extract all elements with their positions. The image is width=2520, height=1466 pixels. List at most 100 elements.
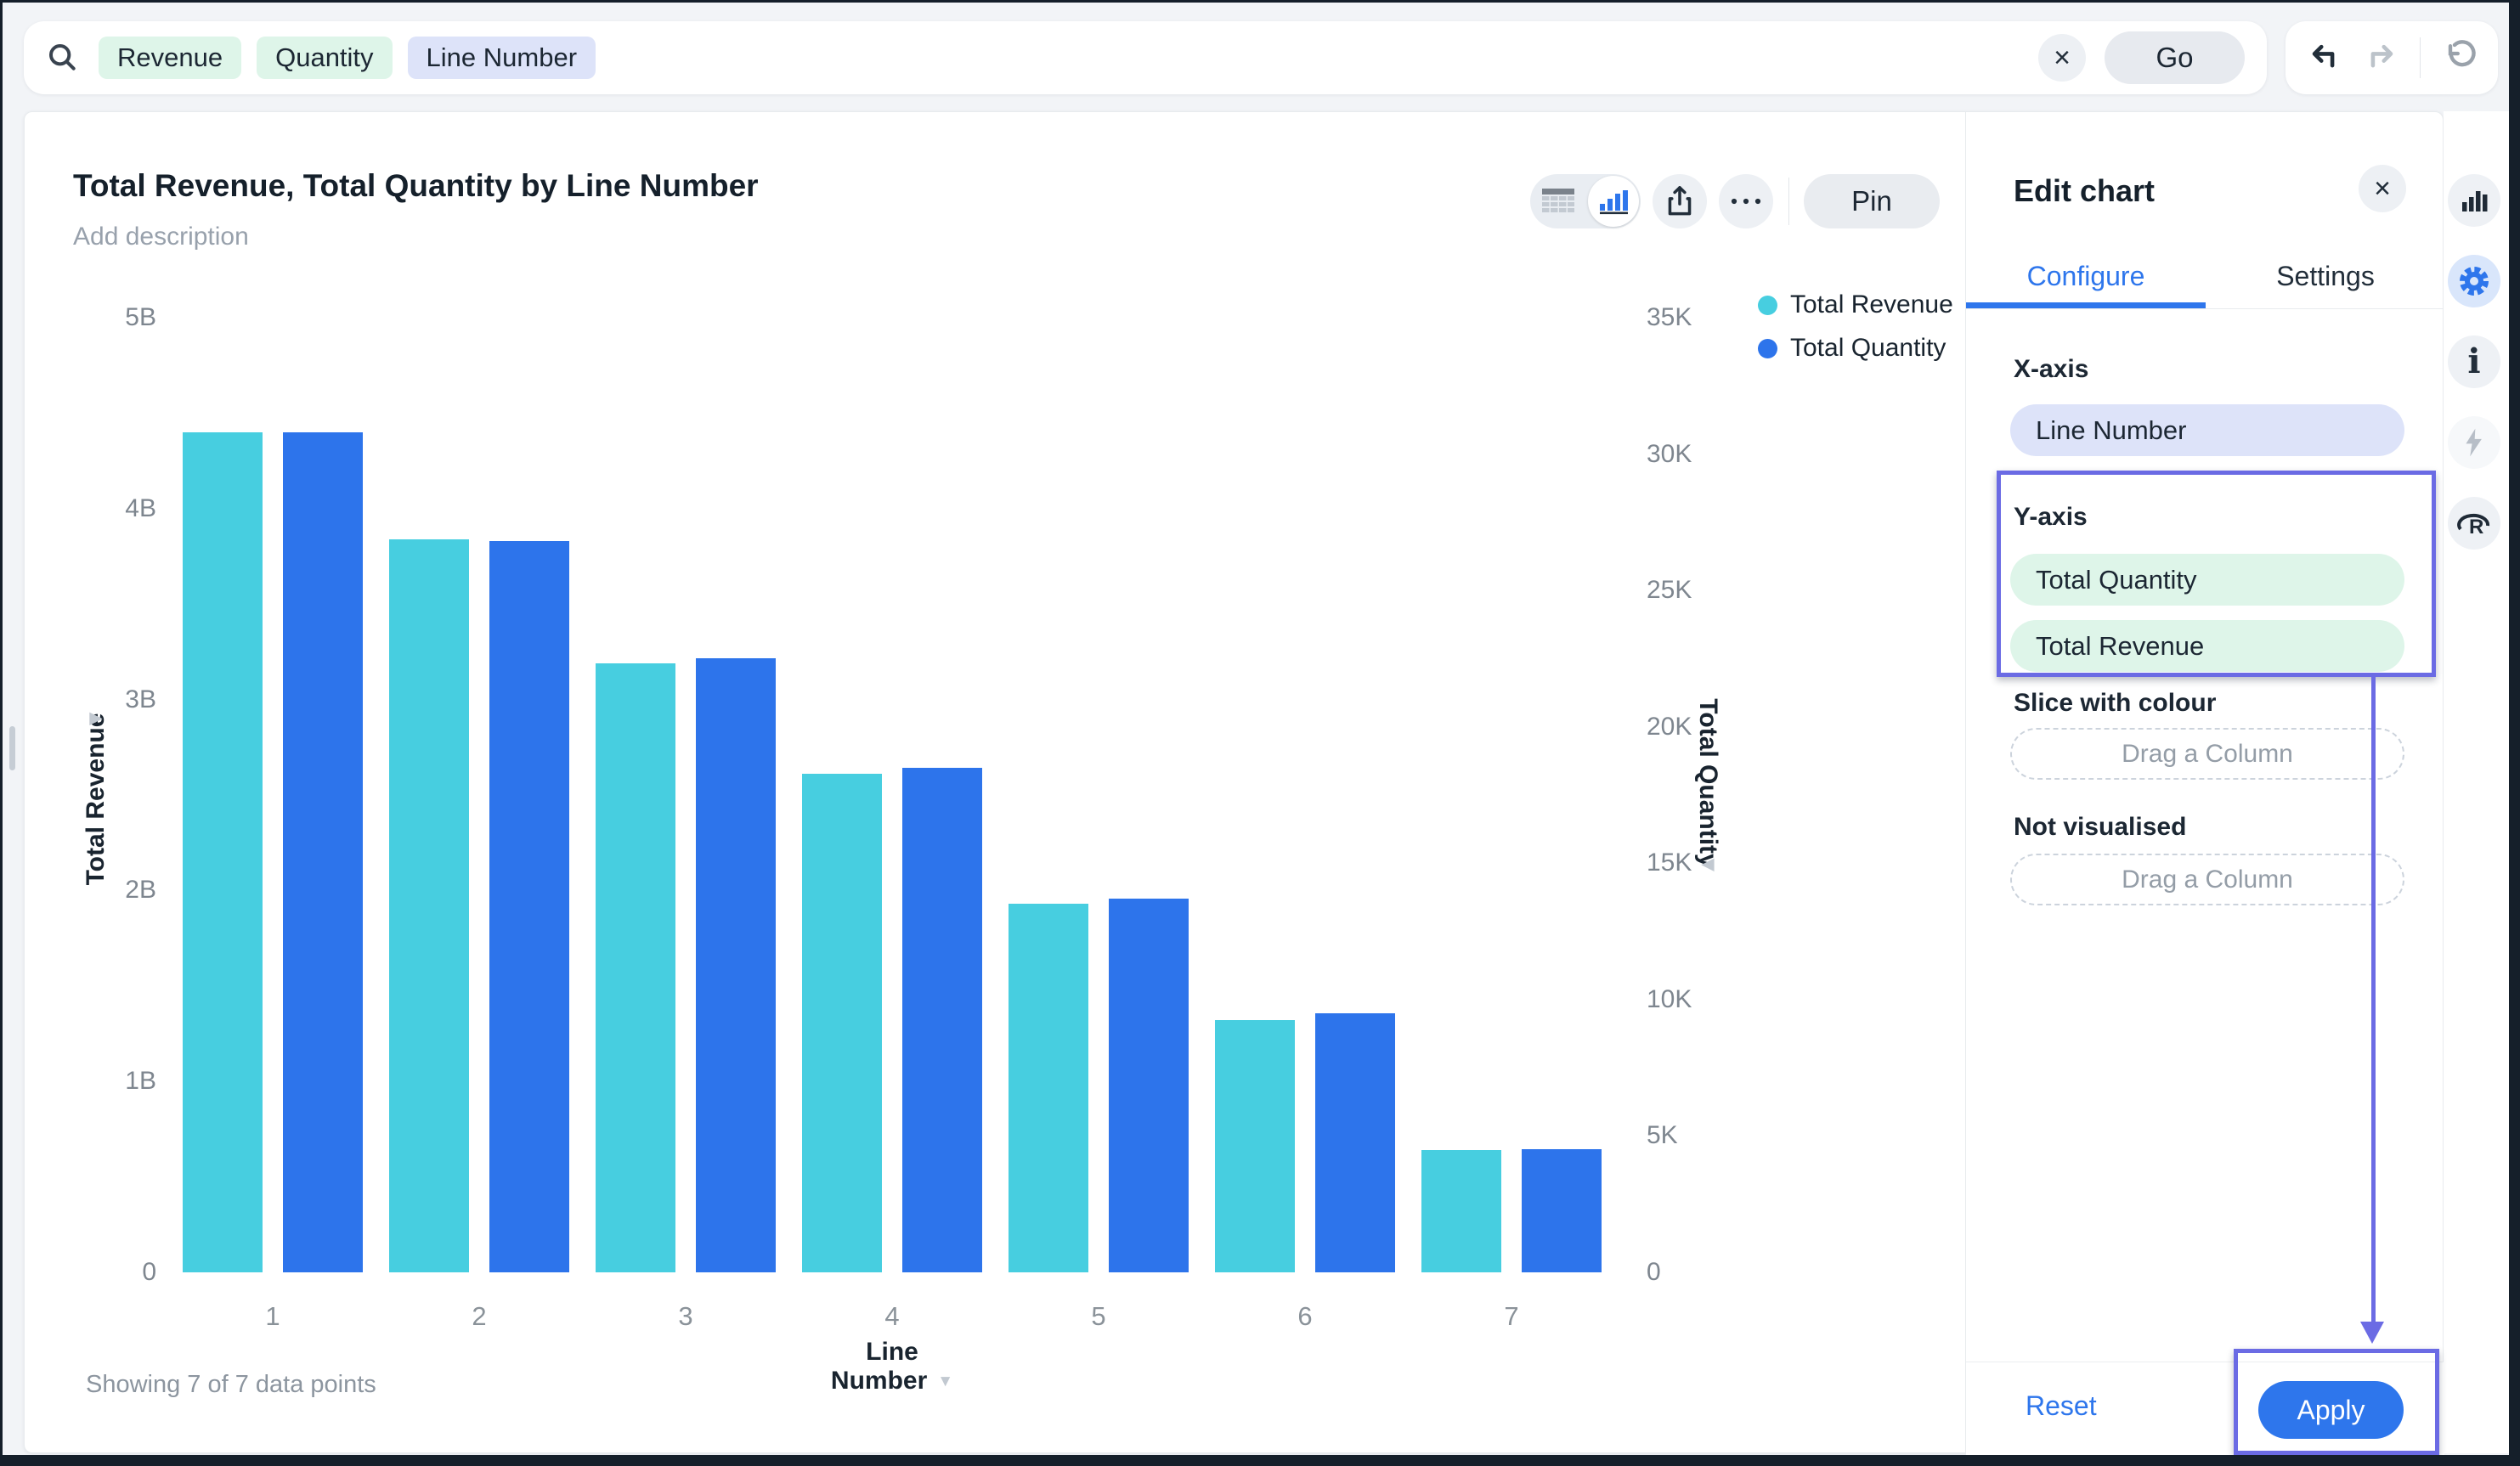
table-view-icon[interactable] — [1540, 187, 1576, 216]
tab-configure[interactable]: Configure — [2026, 261, 2145, 291]
left-axis-tick: 1B — [125, 1067, 156, 1096]
share-icon — [1664, 184, 1696, 218]
info-icon: i — [2467, 341, 2481, 381]
slice-section-label: Slice with colour — [2014, 689, 2217, 717]
chart-title[interactable]: Total Revenue, Total Quantity by Line Nu… — [73, 168, 759, 203]
header-divider — [1788, 178, 1789, 225]
search-pill-quantity[interactable]: Quantity — [257, 37, 393, 79]
y-axis-section-label: Y-axis — [2014, 503, 2088, 531]
bar-total-revenue-3[interactable] — [596, 663, 675, 1272]
x-tick-1: 1 — [265, 1301, 280, 1331]
bar-total-revenue-1[interactable] — [183, 432, 263, 1272]
rail-lightning-button[interactable] — [2448, 416, 2500, 469]
rail-gear-button[interactable] — [2448, 255, 2500, 307]
edit-panel-footer: Reset Apply — [1966, 1362, 2444, 1455]
apply-button[interactable]: Apply — [2258, 1381, 2404, 1439]
legend-dot — [1758, 338, 1777, 358]
r-logo-icon: R — [2455, 507, 2493, 539]
search-pill-list: Revenue Quantity Line Number — [99, 37, 611, 79]
not-visualised-drop-zone[interactable]: Drag a Column — [2010, 854, 2404, 905]
legend-item[interactable]: Total Revenue — [1758, 290, 1953, 319]
left-axis-tick: 3B — [125, 685, 156, 713]
right-axis-tick: 20K — [1647, 712, 1692, 741]
bar-total-quantity-1[interactable] — [283, 432, 363, 1272]
share-button[interactable] — [1653, 174, 1707, 228]
bar-total-revenue-7[interactable] — [1421, 1150, 1501, 1272]
edit-chart-panel: Edit chart × Configure Settings X-axis L… — [1965, 112, 2444, 1455]
right-axis-tick: 25K — [1647, 576, 1692, 605]
chart-description-placeholder[interactable]: Add description — [73, 223, 249, 251]
redo-icon[interactable] — [2363, 39, 2400, 76]
bar-total-revenue-4[interactable] — [802, 774, 882, 1272]
left-axis-sort-icon[interactable]: ▶ — [89, 708, 103, 728]
rail-r-logo-button[interactable]: R — [2448, 497, 2500, 550]
legend-dot — [1758, 295, 1777, 315]
gear-icon — [2457, 264, 2491, 298]
tab-settings[interactable]: Settings — [2276, 261, 2375, 291]
right-axis-tick: 15K — [1647, 849, 1692, 877]
bar-total-quantity-6[interactable] — [1315, 1013, 1395, 1272]
tab-divider — [1966, 308, 2444, 309]
rail-info-button[interactable]: i — [2448, 335, 2500, 388]
legend-item[interactable]: Total Quantity — [1758, 334, 1953, 363]
right-axis-tick: 35K — [1647, 303, 1692, 331]
right-axis-tick: 30K — [1647, 439, 1692, 468]
right-axis-tick: 0 — [1647, 1258, 1661, 1286]
svg-text:R: R — [2469, 516, 2483, 538]
left-axis-tick: 2B — [125, 876, 156, 905]
bar-total-quantity-5[interactable] — [1109, 899, 1189, 1272]
x-tick-7: 7 — [1504, 1301, 1519, 1331]
clear-search-button[interactable]: × — [2038, 34, 2086, 82]
x-axis-title[interactable]: Line Number ▼ — [830, 1338, 954, 1395]
data-points-note: Showing 7 of 7 data points — [86, 1371, 376, 1398]
legend-label: Total Revenue — [1790, 290, 1953, 319]
left-axis-ticks: 5B 4B 3B 2B 1B 0 — [25, 112, 156, 1452]
rail-chart-button[interactable] — [2448, 174, 2500, 227]
reset-button[interactable]: Reset — [2020, 1390, 2102, 1423]
close-panel-button[interactable]: × — [2359, 165, 2406, 212]
right-axis-tick: 10K — [1647, 984, 1692, 1013]
field-pill-total-revenue[interactable]: Total Revenue — [2010, 620, 2404, 672]
bar-total-quantity-2[interactable] — [489, 541, 569, 1272]
x-tick-3: 3 — [678, 1301, 693, 1331]
left-axis-tick: 0 — [142, 1258, 156, 1286]
x-axis-section-label: X-axis — [2014, 355, 2089, 383]
field-pill-line-number[interactable]: Line Number — [2010, 404, 2404, 456]
x-tick-2: 2 — [472, 1301, 487, 1331]
chart-view-icon[interactable] — [1588, 176, 1639, 227]
search-pill-line-number[interactable]: Line Number — [407, 37, 596, 79]
undo-icon[interactable] — [2305, 39, 2342, 76]
search-bar[interactable]: Revenue Quantity Line Number × Go — [24, 21, 2267, 94]
x-tick-6: 6 — [1297, 1301, 1313, 1331]
x-tick-4: 4 — [884, 1301, 900, 1331]
view-toggle[interactable] — [1530, 174, 1641, 228]
left-axis-tick: 5B — [125, 303, 156, 331]
panel-resize-handle[interactable] — [9, 726, 15, 770]
bar-total-revenue-2[interactable] — [389, 539, 469, 1272]
chart-legend: Total Revenue Total Quantity — [1758, 290, 1953, 363]
ellipsis-icon — [1729, 196, 1763, 206]
bar-total-quantity-7[interactable] — [1522, 1149, 1602, 1272]
active-tab-underline — [1966, 302, 2206, 309]
field-pill-total-quantity[interactable]: Total Quantity — [2010, 554, 2404, 606]
bar-total-revenue-5[interactable] — [1009, 904, 1088, 1272]
bar-total-quantity-3[interactable] — [696, 658, 776, 1272]
more-options-button[interactable] — [1719, 174, 1773, 228]
left-axis-tick: 4B — [125, 493, 156, 522]
x-axis-sort-icon[interactable]: ▼ — [937, 1373, 954, 1391]
not-visualised-section-label: Not visualised — [2014, 813, 2187, 841]
slice-drop-zone[interactable]: Drag a Column — [2010, 728, 2404, 780]
search-pill-revenue[interactable]: Revenue — [99, 37, 242, 79]
bar-total-quantity-4[interactable] — [902, 768, 982, 1272]
right-axis-sort-icon[interactable]: ◀ — [1701, 854, 1715, 874]
edit-panel-title: Edit chart — [2014, 173, 2156, 208]
pin-button[interactable]: Pin — [1804, 174, 1940, 228]
bar-total-revenue-6[interactable] — [1215, 1020, 1295, 1272]
go-button[interactable]: Go — [2105, 31, 2245, 84]
refresh-icon[interactable] — [2441, 39, 2478, 76]
history-toolbar — [2286, 21, 2498, 94]
app-screen: Revenue Quantity Line Number × Go Total Re… — [3, 3, 2509, 1455]
search-icon — [46, 41, 80, 75]
right-axis-tick: 5K — [1647, 1121, 1678, 1150]
